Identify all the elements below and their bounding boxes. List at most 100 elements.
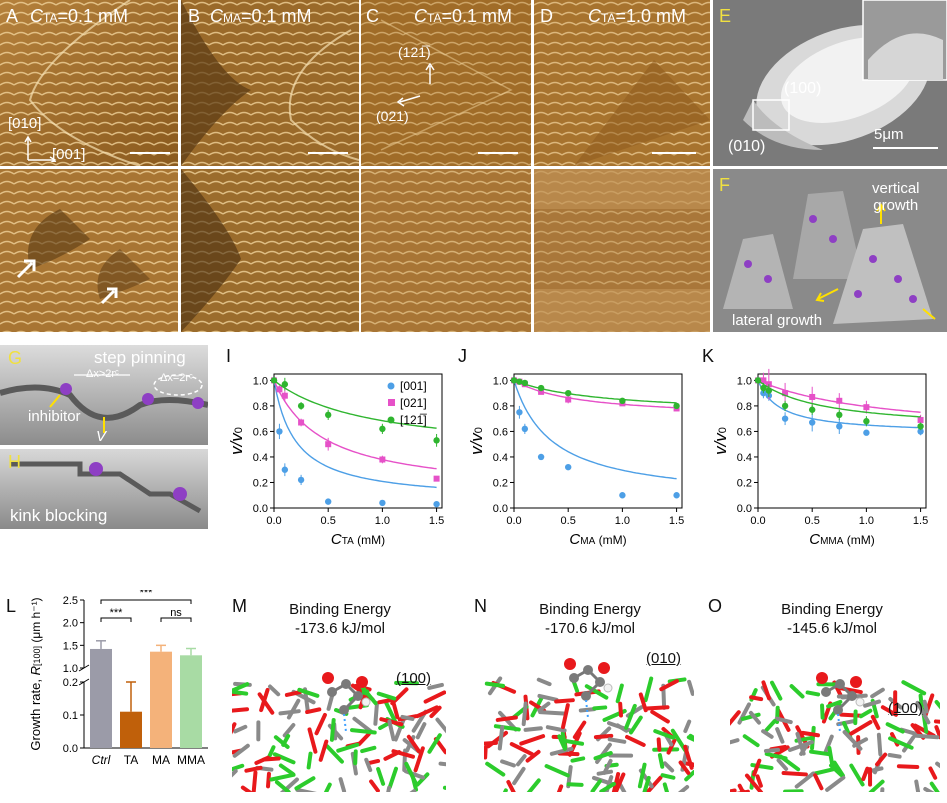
carbon-atom <box>353 691 363 701</box>
data-point <box>782 390 789 397</box>
y-tick-label: 0.6 <box>253 426 268 438</box>
crystal-bond <box>823 734 834 755</box>
crystal-bond <box>755 774 763 788</box>
data-point <box>917 428 924 435</box>
crystal-bond <box>286 698 301 720</box>
data-point <box>619 397 626 404</box>
data-point <box>836 423 843 430</box>
crystal-bond <box>391 749 415 759</box>
crystal-bond <box>429 705 442 719</box>
crystal-bond <box>763 747 781 753</box>
data-point <box>521 425 529 433</box>
x-tick-label: 1.0 <box>375 515 390 527</box>
data-point <box>537 384 545 392</box>
crystal-bond <box>305 707 322 715</box>
crystal-bond <box>232 763 245 772</box>
crystal-bond <box>800 730 820 738</box>
crystal-bond <box>232 707 250 713</box>
crystal-bond <box>438 761 446 767</box>
crystal-bond <box>274 780 291 792</box>
crystal-bond <box>404 761 418 785</box>
face-label-o: (100) <box>888 700 924 717</box>
data-point <box>510 377 518 384</box>
chart-l: 1.0 1.5 2.0 2.5 0.0 0.1 0.2 Ctrl TA MA MMA *** *** ns… <box>28 590 208 767</box>
data-point <box>516 378 523 385</box>
significance-bracket <box>160 617 192 622</box>
crystal-bond <box>497 725 505 751</box>
y-tick-label: 0.1 <box>63 710 78 722</box>
y-axis-label: Growth rate, R[100] (μm h⁻¹) <box>28 597 43 750</box>
crystal-bond <box>730 788 737 792</box>
panel-letter-d: D <box>540 6 553 26</box>
crystal-bond <box>615 723 629 733</box>
crystal-bond <box>495 715 518 722</box>
arrow-icon-a1 <box>16 259 36 279</box>
data-point <box>538 388 545 395</box>
data-point <box>270 377 278 384</box>
category-label: MA <box>152 753 170 767</box>
label-inhibitor: inhibitor <box>28 408 81 425</box>
crystal-bond <box>572 720 587 740</box>
crystal-bond <box>378 720 392 730</box>
crystal-bond <box>901 680 927 696</box>
crystal-bond <box>373 701 379 726</box>
afm-image-a-bottom <box>0 169 178 332</box>
crystal-bond <box>338 777 347 792</box>
crystal-bond <box>915 700 931 725</box>
crystal-bond <box>590 779 602 792</box>
data-point <box>516 409 523 416</box>
significance-label: *** <box>110 607 124 619</box>
crystal-bond <box>273 735 290 749</box>
crystal-bond <box>506 779 516 792</box>
crystal-bond <box>885 722 905 734</box>
data-point <box>433 437 440 444</box>
crystal-bond <box>554 698 575 704</box>
crystal-bond <box>561 703 570 730</box>
crystal-bond <box>687 679 694 696</box>
crystal-bond <box>537 693 559 702</box>
crystal-bond <box>557 734 567 751</box>
crystal-bond <box>922 699 929 714</box>
legend-marker <box>387 416 395 424</box>
crystal-bond <box>677 784 690 792</box>
arrow-up-icon <box>425 62 435 84</box>
category-label: TA <box>124 753 138 767</box>
face-label-n: (010) <box>646 650 682 667</box>
crystal-bond <box>278 709 301 716</box>
crystal-bond <box>266 771 271 789</box>
carbon-atom <box>581 691 591 701</box>
crystal-bond <box>666 738 677 755</box>
crystal-bond <box>875 752 888 767</box>
crystal-bond <box>912 733 940 740</box>
crystal-bond <box>383 699 397 724</box>
crystal-bond <box>776 758 789 771</box>
y-tick-label: 1.5 <box>63 640 78 652</box>
bar-mma <box>180 655 202 748</box>
crystal-bond <box>484 740 498 746</box>
crystal-bond <box>880 787 885 792</box>
y-tick-label: 1.0 <box>737 375 752 387</box>
y-tick-label: 0.0 <box>737 503 752 515</box>
crystal-bond <box>839 712 864 718</box>
crystal-bond <box>240 785 253 792</box>
crystal-bond <box>570 756 586 763</box>
crystal-bond <box>683 719 692 734</box>
crystal-bond <box>870 714 881 730</box>
x-tick-label: 0.5 <box>805 515 820 527</box>
data-point <box>281 381 289 388</box>
crystal-bond <box>593 751 613 761</box>
crystal-bond <box>642 775 651 792</box>
y-tick-label: 1.0 <box>253 375 268 387</box>
crystal-bond <box>637 762 647 789</box>
x-tick-label: 0.0 <box>750 515 765 527</box>
data-point <box>564 463 572 471</box>
arrow-icon-a2 <box>100 287 118 305</box>
crystal-bond <box>556 784 564 792</box>
panel-letter-i: I <box>226 346 232 366</box>
face-label-100: (100) <box>784 80 822 97</box>
crystal-bond <box>578 707 597 713</box>
crystal-bond <box>244 765 263 773</box>
crystal-bond <box>329 718 336 742</box>
afm-image-b-top <box>181 0 359 166</box>
crystal-bond <box>752 758 762 777</box>
